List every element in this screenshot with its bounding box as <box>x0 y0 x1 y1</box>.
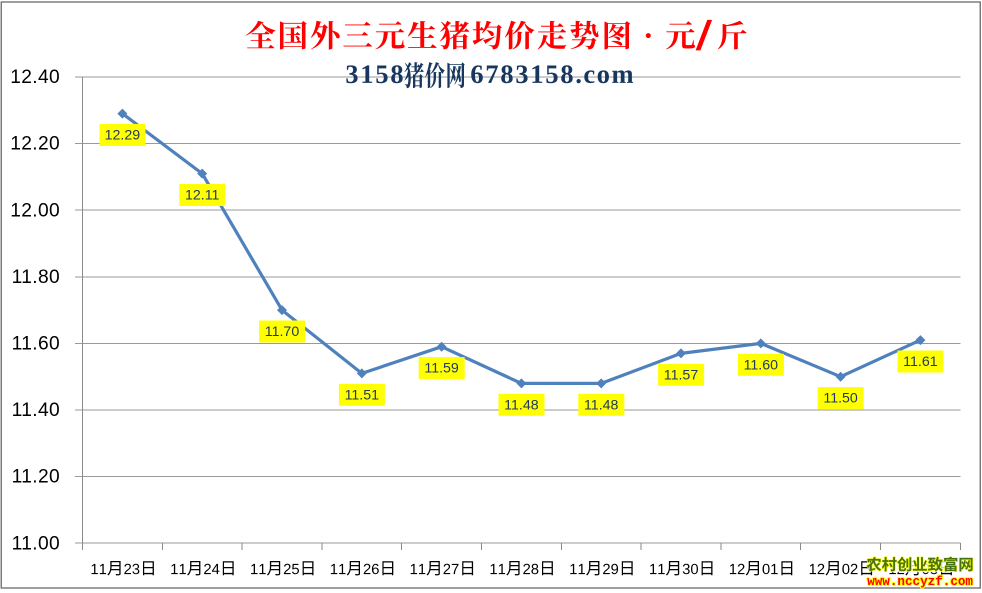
svg-text:11.60: 11.60 <box>744 357 779 373</box>
svg-text:12.00: 12.00 <box>10 200 60 221</box>
svg-text:11.20: 11.20 <box>12 467 60 488</box>
svg-text:11.80: 11.80 <box>12 267 60 288</box>
svg-text:12.11: 12.11 <box>185 188 220 204</box>
svg-text:11.57: 11.57 <box>664 367 699 383</box>
svg-text:www.nccyzf.com: www.nccyzf.com <box>867 575 973 589</box>
svg-text:11.48: 11.48 <box>504 397 539 413</box>
svg-text:11.40: 11.40 <box>12 400 60 421</box>
svg-text:11.61: 11.61 <box>903 354 938 370</box>
svg-text:11.48: 11.48 <box>584 397 619 413</box>
svg-text:11.60: 11.60 <box>12 334 60 355</box>
svg-text:11.00: 11.00 <box>12 533 60 554</box>
svg-text:11.50: 11.50 <box>823 391 858 407</box>
svg-text:11.59: 11.59 <box>424 361 459 377</box>
svg-text:12.29: 12.29 <box>105 128 141 144</box>
svg-text:11.51: 11.51 <box>345 387 380 403</box>
svg-text:12.20: 12.20 <box>10 134 60 155</box>
svg-text:12.40: 12.40 <box>10 67 60 88</box>
svg-text:11.70: 11.70 <box>265 324 300 340</box>
